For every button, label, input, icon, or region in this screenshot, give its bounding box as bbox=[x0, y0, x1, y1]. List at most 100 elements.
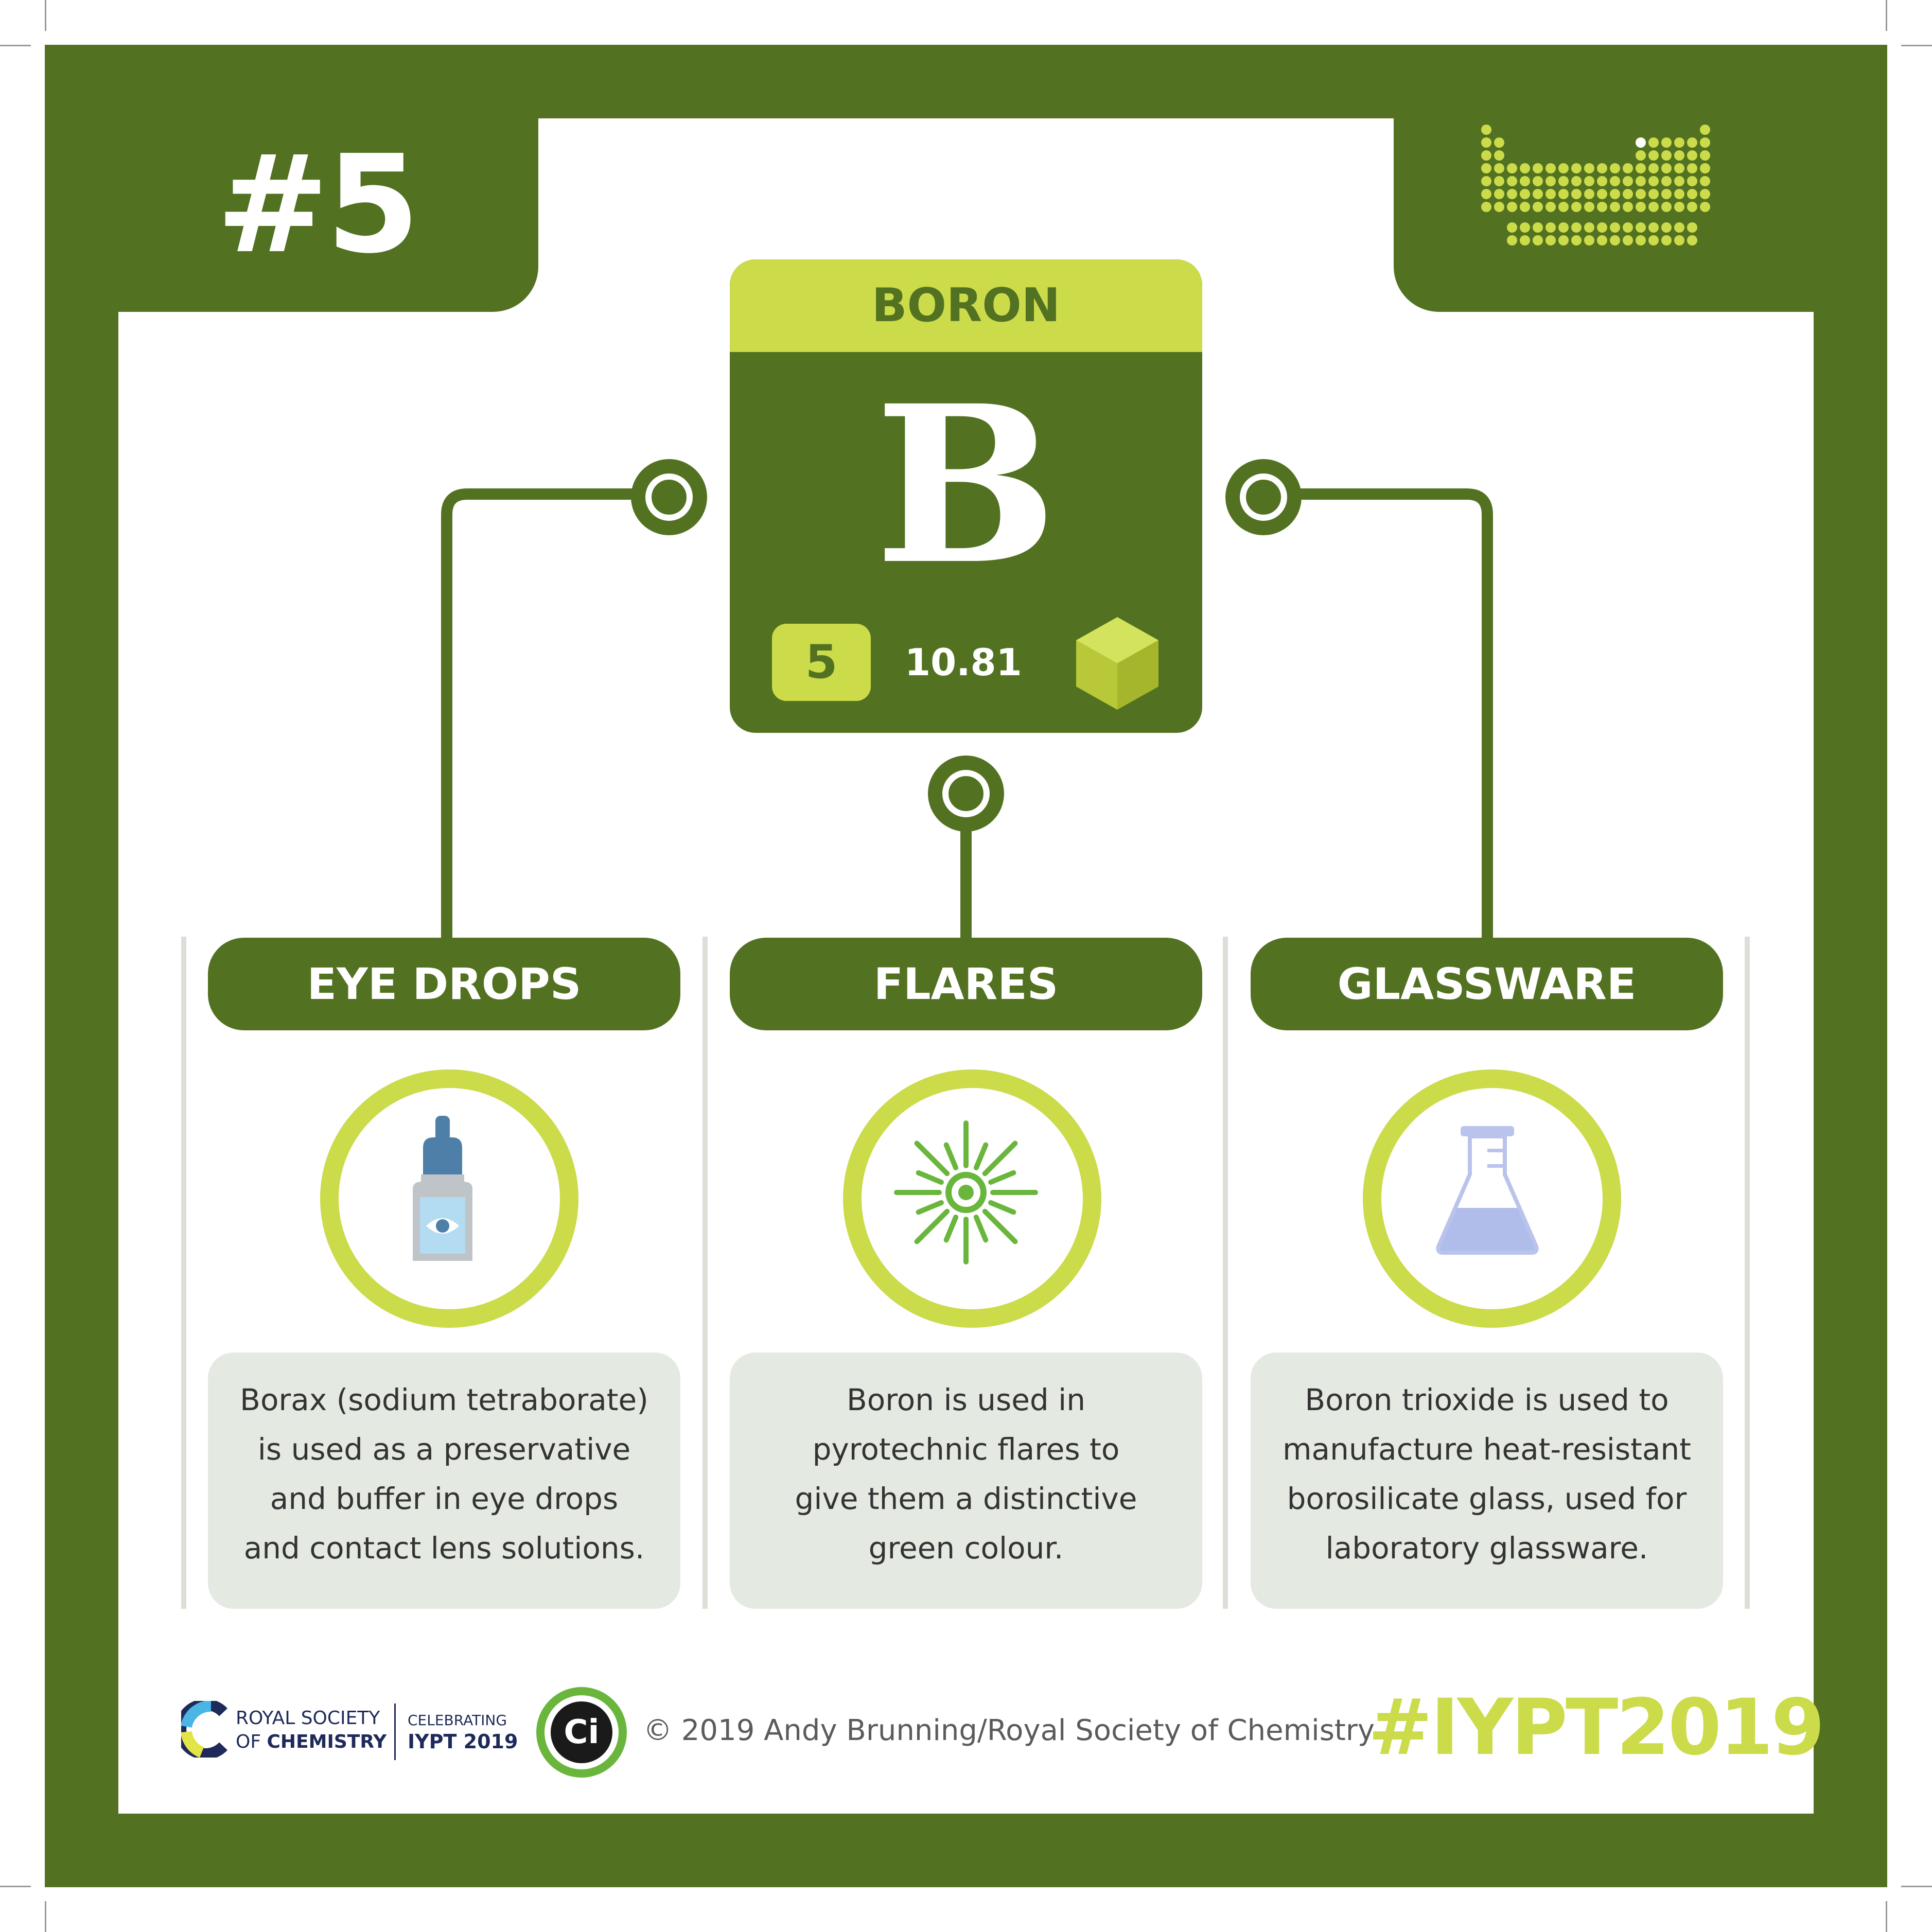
periodic-dot bbox=[1648, 137, 1659, 148]
rsc-name-line1: ROYAL SOCIETY bbox=[236, 1708, 380, 1729]
crop-mark bbox=[1901, 1886, 1932, 1887]
ci-logo: Ci bbox=[536, 1687, 627, 1778]
periodic-dot bbox=[1623, 176, 1633, 186]
use-description-flares: Boron is used in pyrotechnic flares to g… bbox=[730, 1353, 1202, 1609]
periodic-dot bbox=[1571, 189, 1582, 199]
periodic-dot bbox=[1648, 189, 1659, 199]
crop-mark bbox=[45, 0, 46, 31]
periodic-dot bbox=[1533, 176, 1543, 186]
description-line: and buffer in eye drops bbox=[270, 1481, 619, 1516]
periodic-dot bbox=[1545, 189, 1556, 199]
conical-flask-icon bbox=[1436, 1126, 1539, 1255]
periodic-dot bbox=[1674, 202, 1684, 212]
periodic-dot bbox=[1636, 222, 1646, 233]
periodic-dot bbox=[1636, 189, 1646, 199]
number-tab bbox=[118, 118, 538, 312]
periodic-dot bbox=[1520, 176, 1530, 186]
periodic-dot bbox=[1610, 202, 1620, 212]
use-title-flares: FLARES bbox=[730, 938, 1202, 1030]
description-line: Boron is used in bbox=[846, 1382, 1086, 1417]
crop-mark bbox=[1886, 1901, 1887, 1932]
periodic-dot bbox=[1687, 163, 1697, 173]
periodic-dot bbox=[1584, 163, 1594, 173]
periodic-dot bbox=[1674, 163, 1684, 173]
periodic-dot bbox=[1700, 150, 1710, 161]
periodic-dot bbox=[1661, 189, 1672, 199]
periodic-dot bbox=[1558, 235, 1569, 245]
periodic-dot bbox=[1661, 176, 1672, 186]
description-line: Boron trioxide is used to bbox=[1305, 1382, 1669, 1417]
periodic-dot bbox=[1648, 222, 1659, 233]
periodic-dot bbox=[1597, 235, 1607, 245]
eye-drop-bottle-icon bbox=[413, 1116, 472, 1261]
periodic-dot bbox=[1494, 176, 1504, 186]
description-line: manufacture heat-resistant bbox=[1283, 1432, 1691, 1467]
periodic-dot bbox=[1571, 176, 1582, 186]
use-title-eye-drops: EYE DROPS bbox=[208, 938, 680, 1030]
periodic-dot bbox=[1687, 150, 1697, 161]
solid-cube-icon bbox=[1076, 617, 1158, 710]
periodic-dot bbox=[1610, 222, 1620, 233]
periodic-dot bbox=[1533, 222, 1543, 233]
periodic-dot bbox=[1674, 189, 1684, 199]
description-line: green colour. bbox=[868, 1531, 1064, 1566]
description-line: Borax (sodium tetraborate) bbox=[240, 1382, 648, 1417]
periodic-dot bbox=[1700, 176, 1710, 186]
periodic-dot bbox=[1661, 150, 1672, 161]
periodic-dot bbox=[1584, 202, 1594, 212]
periodic-dot bbox=[1545, 163, 1556, 173]
periodic-dot bbox=[1507, 235, 1517, 245]
periodic-dot bbox=[1597, 189, 1607, 199]
periodic-dot bbox=[1636, 150, 1646, 161]
flare-ray bbox=[982, 1140, 1018, 1176]
crop-mark bbox=[0, 1886, 31, 1887]
periodic-dot bbox=[1648, 235, 1659, 245]
periodic-dot bbox=[1494, 137, 1504, 148]
connector-right bbox=[1284, 488, 1493, 942]
periodic-dot bbox=[1584, 189, 1594, 199]
periodic-dot bbox=[1494, 202, 1504, 212]
periodic-dot bbox=[1597, 202, 1607, 212]
flare-ray bbox=[916, 1200, 944, 1215]
periodic-dot bbox=[1520, 163, 1530, 173]
periodic-dot bbox=[1533, 189, 1543, 199]
periodic-dot bbox=[1533, 163, 1543, 173]
celebrating-label: CELEBRATING bbox=[408, 1712, 507, 1729]
flare-ray bbox=[982, 1208, 1018, 1244]
periodic-dot bbox=[1481, 150, 1491, 161]
description-line: give them a distinctive bbox=[795, 1481, 1137, 1516]
description-line: is used as a preservative bbox=[257, 1432, 631, 1467]
periodic-dot bbox=[1520, 202, 1530, 212]
crop-mark bbox=[0, 45, 31, 46]
periodic-dot bbox=[1700, 189, 1710, 199]
periodic-dot bbox=[1623, 235, 1633, 245]
ci-logo-text: Ci bbox=[551, 1701, 612, 1763]
periodic-dot bbox=[1507, 202, 1517, 212]
periodic-dot bbox=[1507, 176, 1517, 186]
periodic-dot bbox=[1636, 202, 1646, 212]
flare-ray bbox=[914, 1208, 950, 1244]
crop-mark bbox=[45, 1901, 46, 1932]
periodic-dot bbox=[1597, 176, 1607, 186]
periodic-dot bbox=[1623, 163, 1633, 173]
periodic-dot bbox=[1545, 176, 1556, 186]
column-divider bbox=[181, 937, 186, 1609]
periodic-dot bbox=[1610, 176, 1620, 186]
periodic-dot bbox=[1520, 222, 1530, 233]
periodic-dot bbox=[1661, 235, 1672, 245]
atomic-mass: 10.81 bbox=[905, 641, 1022, 684]
column-divider bbox=[1223, 937, 1228, 1609]
periodic-table-tab bbox=[1394, 118, 1814, 312]
use-description-eye-drops: Borax (sodium tetraborate) is used as a … bbox=[208, 1353, 680, 1609]
rsc-logo-icon bbox=[181, 1701, 227, 1758]
periodic-dot bbox=[1687, 235, 1697, 245]
periodic-dot bbox=[1610, 163, 1620, 173]
periodic-dot bbox=[1661, 202, 1672, 212]
periodic-dot bbox=[1571, 163, 1582, 173]
periodic-dot bbox=[1648, 163, 1659, 173]
periodic-dot bbox=[1674, 176, 1684, 186]
description-line: and contact lens solutions. bbox=[243, 1531, 645, 1566]
rsc-name-prefix: OF bbox=[236, 1731, 267, 1752]
element-name: BORON bbox=[730, 259, 1202, 352]
periodic-dot bbox=[1687, 202, 1697, 212]
